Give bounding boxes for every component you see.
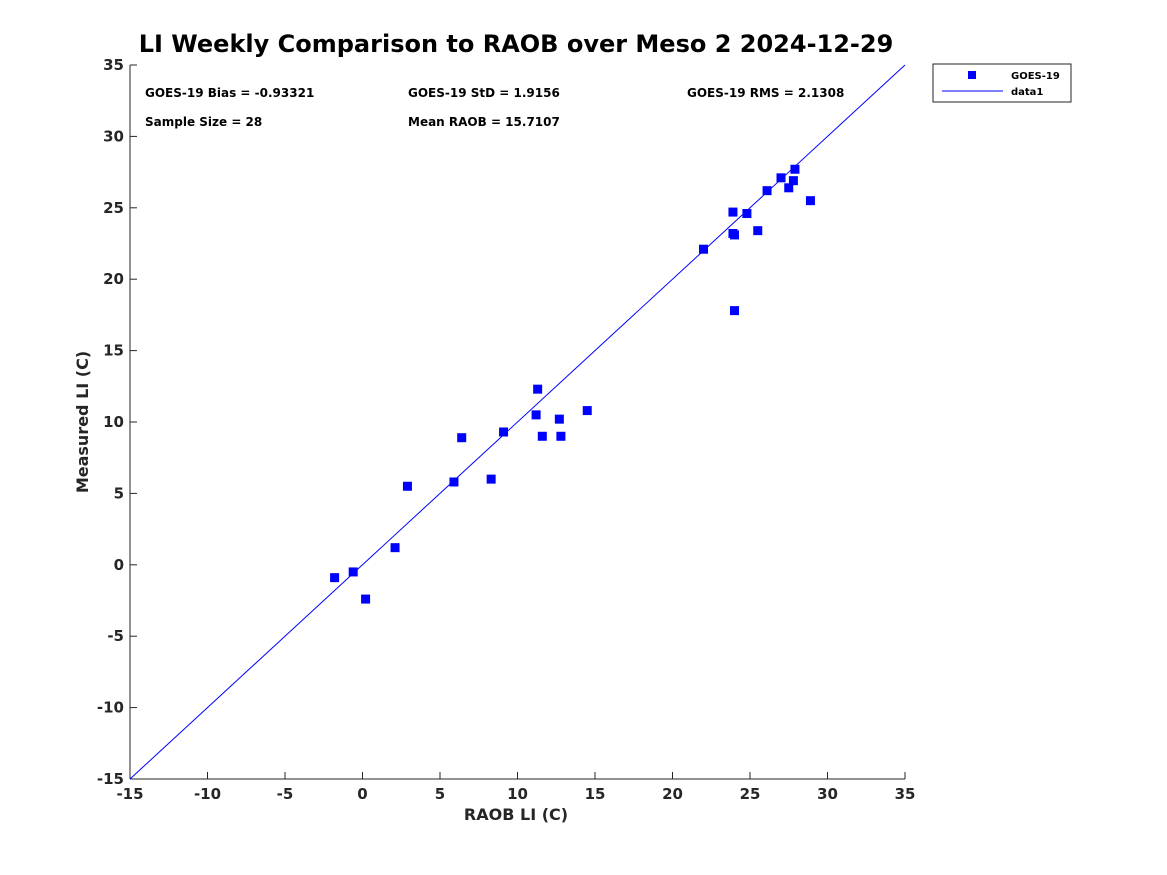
legend-marker-goes-19 bbox=[968, 71, 976, 79]
x-tick-label: -15 bbox=[116, 785, 143, 803]
goes-19-point bbox=[531, 410, 541, 420]
y-tick-label: 10 bbox=[103, 413, 124, 431]
goes-19-point bbox=[556, 431, 566, 441]
mean-raob-annotation: Mean RAOB = 15.7107 bbox=[408, 115, 560, 129]
goes-19-point bbox=[699, 244, 708, 254]
x-tick-label: 10 bbox=[507, 785, 528, 803]
bias-annotation: GOES-19 Bias = -0.93321 bbox=[145, 86, 314, 100]
goes-19-point bbox=[554, 414, 564, 424]
x-tick-label: -10 bbox=[194, 785, 221, 803]
goes-19-point bbox=[348, 567, 358, 577]
y-tick-label: -5 bbox=[107, 627, 124, 645]
goes-19-point bbox=[361, 594, 371, 604]
goes-19-point bbox=[776, 173, 786, 183]
goes-19-point bbox=[730, 306, 739, 316]
data1-series bbox=[129, 64, 906, 780]
y-tick-label: 15 bbox=[103, 342, 124, 360]
goes-19-point bbox=[533, 384, 543, 394]
x-tick-label: 30 bbox=[817, 785, 838, 803]
goes-19-point bbox=[790, 164, 800, 174]
y-tick-label: 30 bbox=[103, 127, 124, 145]
goes-19-point bbox=[728, 207, 738, 217]
stats-annotations: GOES-19 Bias = -0.93321 GOES-19 StD = 1.… bbox=[145, 86, 844, 129]
goes-19-point bbox=[753, 226, 763, 236]
goes-19-point bbox=[805, 196, 815, 206]
legend-label-goes-19: GOES-19 bbox=[1011, 71, 1060, 82]
y-tick-label: 35 bbox=[103, 56, 124, 74]
x-tick-label: 25 bbox=[740, 785, 761, 803]
x-tick-label: 0 bbox=[357, 785, 367, 803]
legend-box bbox=[932, 63, 1072, 103]
std-annotation: GOES-19 StD = 1.9156 bbox=[408, 86, 560, 100]
y-tick-label: 20 bbox=[103, 270, 124, 288]
data1-line bbox=[129, 64, 906, 780]
x-tick-label: 5 bbox=[435, 785, 445, 803]
legend: GOES-19 data1 bbox=[932, 63, 1072, 103]
goes-19-point bbox=[330, 573, 340, 583]
goes-19-point bbox=[537, 431, 547, 441]
y-axis-label: Measured LI (C) bbox=[73, 351, 92, 493]
y-tick-label: 5 bbox=[114, 484, 124, 502]
rms-annotation: GOES-19 RMS = 2.1308 bbox=[687, 86, 844, 100]
y-tick-label: 25 bbox=[103, 199, 124, 217]
x-tick-label: -5 bbox=[277, 785, 294, 803]
y-tick-label: -15 bbox=[97, 770, 124, 788]
goes-19-point bbox=[402, 481, 412, 491]
goes-19-point bbox=[499, 427, 509, 437]
goes-19-point bbox=[730, 230, 739, 240]
goes-19-point bbox=[449, 477, 459, 487]
y-tick-label: -10 bbox=[97, 699, 124, 717]
x-tick-label: 20 bbox=[662, 785, 683, 803]
x-tick-label: 15 bbox=[585, 785, 606, 803]
y-tick-label: 0 bbox=[114, 556, 124, 574]
x-axis-label: RAOB LI (C) bbox=[464, 805, 568, 824]
x-axis-ticks: -15 -10 -5 0 5 10 15 20 25 30 35 bbox=[116, 772, 915, 803]
goes-19-point bbox=[742, 209, 752, 219]
goes-19-point bbox=[486, 474, 496, 484]
goes-19-point bbox=[762, 186, 772, 196]
goes-19-point bbox=[457, 433, 467, 443]
goes-19-point bbox=[390, 543, 400, 553]
sample-size-annotation: Sample Size = 28 bbox=[145, 115, 262, 129]
legend-label-data1: data1 bbox=[1011, 87, 1043, 98]
y-axis-ticks: -15 -10 -5 0 5 10 15 20 25 30 35 bbox=[97, 56, 137, 788]
x-tick-label: 35 bbox=[895, 785, 916, 803]
goes-19-point bbox=[788, 176, 798, 186]
chart-title: LI Weekly Comparison to RAOB over Meso 2… bbox=[139, 30, 894, 58]
goes-19-point bbox=[784, 183, 794, 193]
goes-19-point bbox=[582, 406, 592, 416]
goes-19-series bbox=[330, 164, 815, 604]
